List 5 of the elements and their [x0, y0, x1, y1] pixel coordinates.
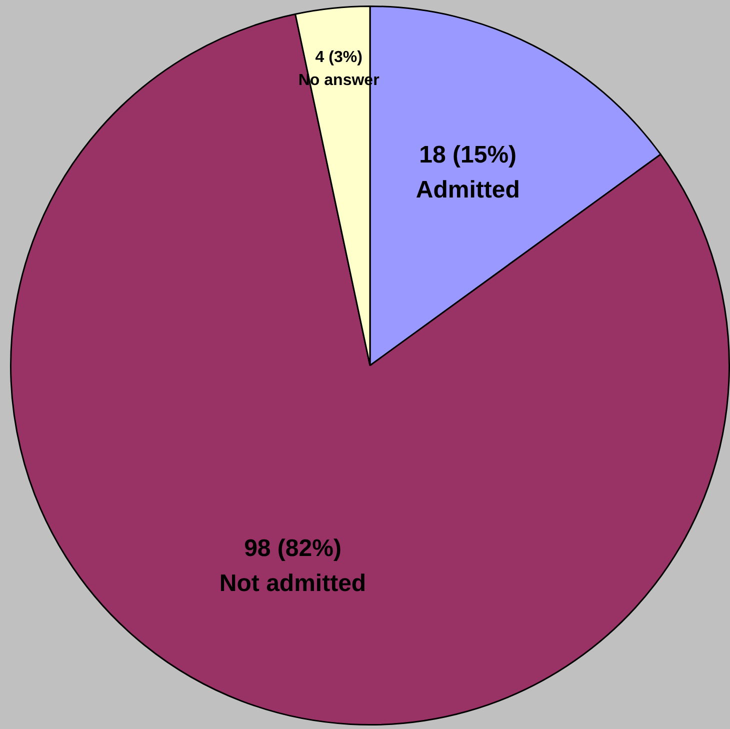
data-label: 18 (15%) — [419, 142, 517, 169]
data-label: 98 (82%) — [244, 534, 342, 562]
slice-label: Admitted — [416, 176, 520, 204]
slice-label: Not admitted — [219, 570, 366, 597]
data-label: 4 (3%) — [315, 48, 362, 66]
